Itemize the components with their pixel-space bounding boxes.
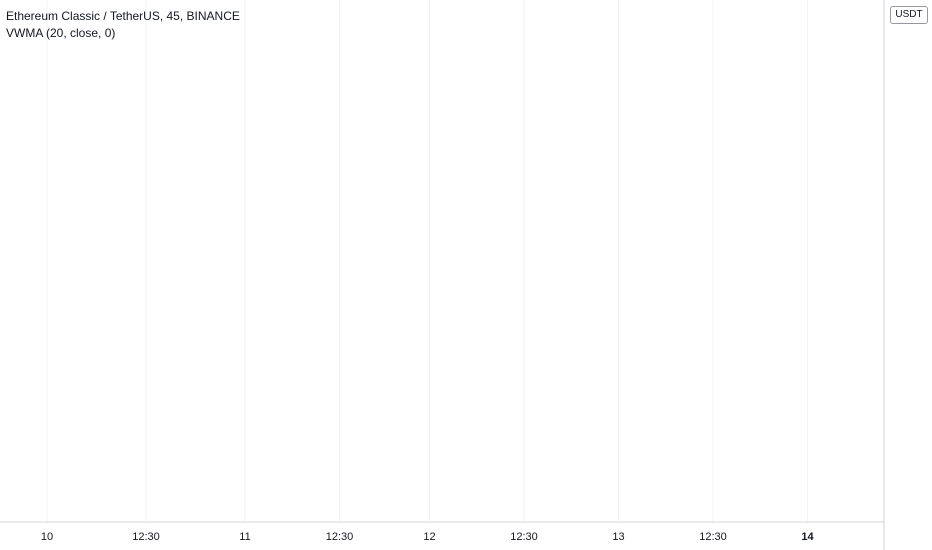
- x-tick-label: 13: [612, 531, 624, 543]
- x-tick-label: 12:30: [326, 531, 354, 543]
- x-tick-label: 12:30: [510, 531, 538, 543]
- time-axis[interactable]: 10 12:30 11 12:30 12 12:30 13 12:30 14: [41, 531, 815, 543]
- x-tick-label: 10: [41, 531, 53, 543]
- chart-grid: [0, 0, 885, 550]
- x-tick-label: 12: [423, 531, 435, 543]
- x-tick-label: 11: [239, 531, 250, 543]
- x-tick-label: 14: [801, 531, 814, 543]
- x-tick-label: 12:30: [699, 531, 727, 543]
- currency-button[interactable]: USDT: [890, 6, 928, 24]
- x-tick-label: 12:30: [132, 531, 160, 543]
- symbol-title[interactable]: Ethereum Classic / TetherUS, 45, BINANCE: [6, 9, 240, 23]
- indicator-legend[interactable]: VWMA (20, close, 0): [6, 26, 116, 40]
